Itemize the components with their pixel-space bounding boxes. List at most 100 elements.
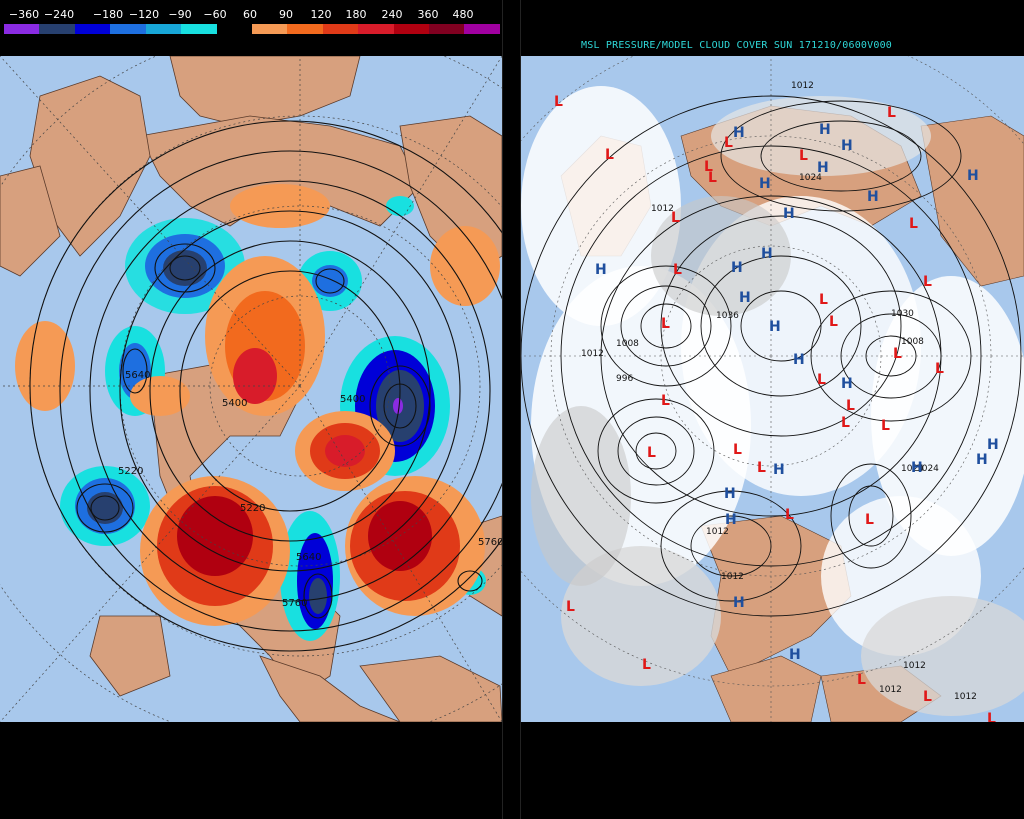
contour-label: 5400 [340, 394, 365, 405]
pressure-label: 996 [616, 374, 633, 384]
legend-label: 360 [417, 8, 439, 21]
pressure-label: 1008 [616, 339, 639, 349]
pressure-label: 1024 [901, 464, 924, 474]
high-icon: H [724, 486, 736, 502]
low-icon: L [865, 512, 874, 528]
low-icon: L [817, 372, 826, 388]
low-icon: L [935, 361, 944, 377]
high-icon: H [789, 647, 801, 663]
legend-label: −90 [168, 8, 192, 21]
low-icon: L [605, 147, 614, 163]
contour-label: 5400 [222, 398, 247, 409]
high-icon: H [595, 262, 607, 278]
map-title: MSL PRESSURE/MODEL CLOUD COVER SUN 17121… [581, 40, 893, 51]
pressure-label: 1008 [901, 337, 924, 347]
legend-swatch [74, 24, 111, 34]
high-icon: H [841, 376, 853, 392]
legend-swatch [39, 24, 75, 34]
low-icon: L [661, 393, 670, 409]
legend-label: −180 [92, 8, 124, 21]
contour-label: 5220 [240, 503, 265, 514]
legend-swatch [4, 24, 40, 34]
legend-label: 480 [452, 8, 474, 21]
legend-swatch [429, 24, 465, 34]
low-icon: L [554, 94, 563, 110]
legend-swatch [145, 24, 182, 34]
contour-label: 5640 [296, 552, 321, 563]
legend-swatch [322, 24, 359, 34]
high-icon: H [759, 176, 771, 192]
high-icon: H [761, 246, 773, 262]
legend-labels: −360 −240 −180 −120 −90 −60 60 90 120 18… [4, 6, 500, 22]
high-icon: H [733, 595, 745, 611]
low-icon: L [733, 442, 742, 458]
pressure-label: 1012 [721, 572, 744, 582]
low-icon: L [841, 415, 850, 431]
low-icon: L [661, 316, 670, 332]
legend-swatch [464, 24, 500, 34]
high-icon: H [773, 462, 785, 478]
msl-pressure-panel: MSL PRESSURE/MODEL CLOUD COVER SUN 17121… [521, 0, 1024, 819]
legend-swatch [393, 24, 430, 34]
low-icon: L [724, 135, 733, 151]
graticule [0, 56, 502, 722]
graticule [521, 56, 1024, 722]
low-icon: L [909, 216, 918, 232]
legend-label: −240 [43, 8, 75, 21]
high-icon: H [817, 160, 829, 176]
high-icon: H [731, 260, 743, 276]
legend-swatch [358, 24, 394, 34]
anomaly-color-legend: −360 −240 −180 −120 −90 −60 60 90 120 18… [4, 6, 500, 36]
legend-swatch [251, 24, 288, 34]
legend-label: −60 [203, 8, 227, 21]
contour-label: 5760 [478, 537, 502, 548]
legend-label: 90 [279, 8, 293, 21]
high-icon: H [793, 352, 805, 368]
legend-color-bar [4, 24, 500, 34]
low-icon: L [923, 274, 932, 290]
high-icon: H [739, 290, 751, 306]
pressure-label: 1024 [916, 464, 939, 474]
legend-label: 60 [243, 8, 257, 21]
pressure-label: 1030 [891, 309, 914, 319]
low-icon: L [893, 346, 902, 362]
pressure-label: 1012 [706, 527, 729, 537]
height-anomaly-map: 5640 5220 5400 5400 5640 5760 5760 5220 [0, 56, 502, 722]
legend-swatch [287, 24, 323, 34]
pressure-label: 1012 [879, 685, 902, 695]
contour-labels: 5640 5220 5400 5400 5640 5760 5760 5220 [118, 370, 502, 609]
high-icon: H [911, 460, 923, 476]
anomaly-map-panel: −360 −240 −180 −120 −90 −60 60 90 120 18… [0, 0, 502, 819]
contour-label: 5760 [282, 598, 307, 609]
high-icon: H [769, 319, 781, 335]
cloud-cover [521, 86, 1024, 716]
legend-swatch [181, 24, 217, 34]
legend-label: 180 [345, 8, 367, 21]
low-icon: L [819, 292, 828, 308]
low-icon: L [647, 445, 656, 461]
high-icon: H [725, 512, 737, 528]
high-icon: H [733, 125, 745, 141]
high-icon: H [783, 206, 795, 222]
pressure-label: 1012 [954, 692, 977, 702]
low-icon: L [857, 672, 866, 688]
low-icon: L [673, 262, 682, 278]
low-icon: L [708, 170, 717, 186]
low-icon: L [642, 657, 651, 673]
low-icon: L [671, 210, 680, 226]
contour-label: 5640 [125, 370, 150, 381]
low-icon: L [785, 507, 794, 523]
high-icon: H [987, 437, 999, 453]
legend-swatch [110, 24, 146, 34]
low-icon: L [846, 398, 855, 414]
pressure-label: 1012 [651, 204, 674, 214]
low-icon: L [887, 105, 896, 121]
low-pressure-centers: L L L L L L L L L L L L L L L L L L L L … [554, 94, 996, 722]
contour-label: 5220 [118, 466, 143, 477]
legend-label: −120 [128, 8, 160, 21]
low-icon: L [987, 711, 996, 722]
low-icon: L [923, 689, 932, 705]
high-icon: H [841, 138, 853, 154]
panel-divider [502, 0, 521, 819]
low-icon: L [704, 159, 713, 175]
